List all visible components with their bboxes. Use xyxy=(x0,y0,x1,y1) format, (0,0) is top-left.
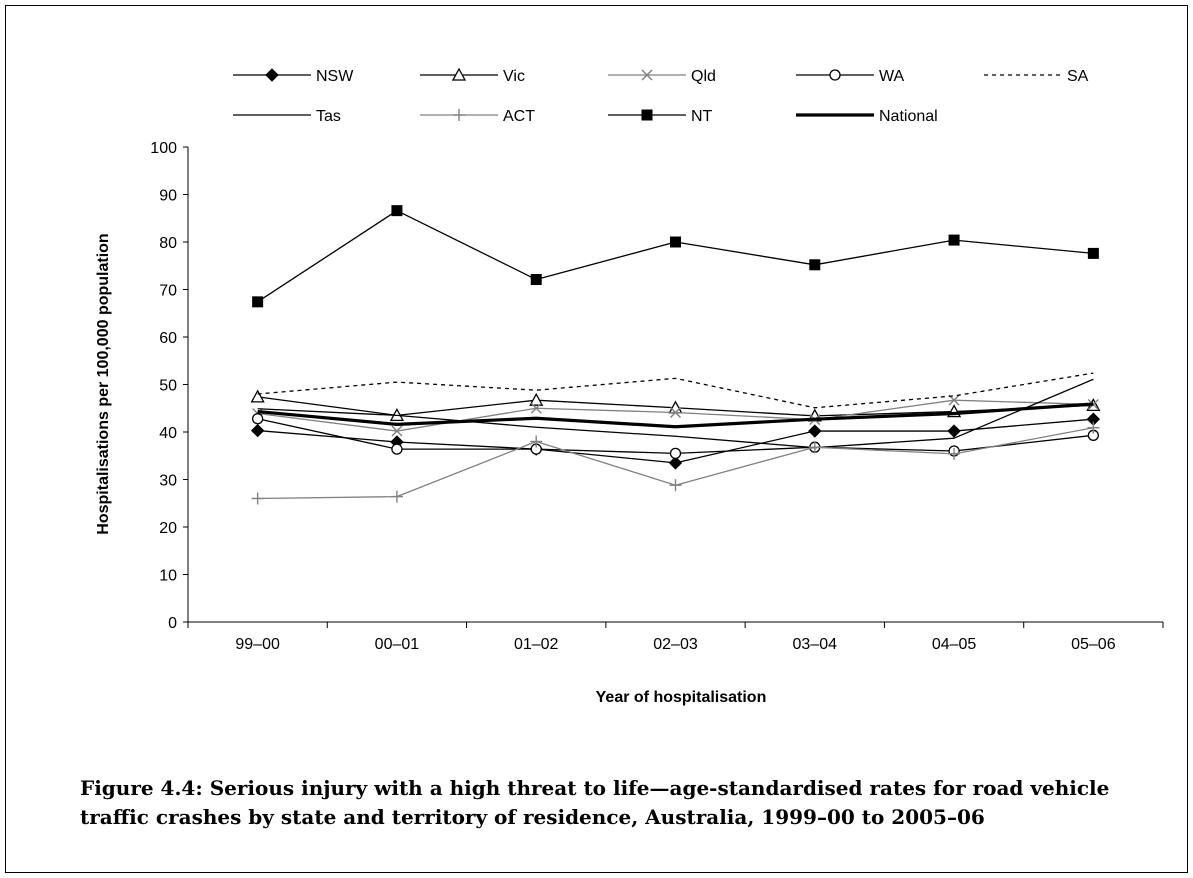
y-tick-label: 100 xyxy=(150,140,177,157)
legend-label: WA xyxy=(879,68,905,85)
legend-label: NSW xyxy=(316,68,354,85)
y-tick-label: 80 xyxy=(159,235,177,252)
legend-label: NT xyxy=(691,108,713,125)
legend-label: Tas xyxy=(316,108,341,125)
series-line-sa xyxy=(257,372,1094,409)
legend-marker xyxy=(451,67,467,81)
x-tick-label: 00–01 xyxy=(375,636,420,653)
data-point-act xyxy=(669,479,682,492)
x-tick-label: 03–04 xyxy=(793,636,838,653)
data-point-wa xyxy=(251,413,264,425)
data-point-act xyxy=(808,441,821,454)
x-tick-label: 04–05 xyxy=(932,636,977,653)
data-point-nt xyxy=(391,205,403,217)
figure-caption: Figure 4.4: Serious injury with a high t… xyxy=(80,776,1110,829)
series-line-national xyxy=(257,402,1094,429)
data-point-nt xyxy=(948,234,960,246)
data-point-qld xyxy=(670,407,681,419)
legend-item-sa: SA xyxy=(984,68,1089,85)
y-tick-label: 50 xyxy=(159,378,177,395)
data-point-qld xyxy=(530,402,542,414)
data-point-vic xyxy=(250,389,265,403)
x-axis-title: Year of hospitalisation xyxy=(596,689,767,706)
data-point-qld xyxy=(948,394,960,406)
x-tick-label: 99–00 xyxy=(235,636,280,653)
y-tick-label: 0 xyxy=(168,615,177,632)
legend-item-national: National xyxy=(796,108,938,125)
y-tick-label: 20 xyxy=(159,520,177,537)
legend-marker xyxy=(641,109,653,121)
data-point-act xyxy=(251,492,264,505)
legend-marker xyxy=(641,69,653,81)
legend-label: ACT xyxy=(503,108,535,125)
legend-marker xyxy=(265,68,279,82)
legend-item-qld: Qld xyxy=(608,68,716,85)
data-point-act xyxy=(948,447,961,460)
legend-label: National xyxy=(879,108,938,125)
data-point-act xyxy=(390,490,403,503)
legend-item-wa: WA xyxy=(796,68,905,85)
series-sa xyxy=(257,372,1094,409)
data-point-vic xyxy=(529,392,544,406)
x-tick-label: 01–02 xyxy=(514,636,559,653)
series-tas xyxy=(257,378,1094,449)
legend-item-nsw: NSW xyxy=(233,68,354,85)
legend-label: Qld xyxy=(691,68,716,85)
series-line-nt xyxy=(257,209,1094,303)
x-tick-label: 05–06 xyxy=(1071,636,1116,653)
legend-item-nt: NT xyxy=(608,108,713,125)
data-point-nsw xyxy=(947,424,961,438)
data-point-nsw xyxy=(668,456,683,470)
legend-item-act: ACT xyxy=(420,108,535,125)
data-point-nt xyxy=(1087,247,1099,259)
data-point-act xyxy=(1087,421,1100,434)
y-tick-label: 60 xyxy=(159,330,177,347)
data-point-act xyxy=(530,435,543,448)
legend-item-tas: Tas xyxy=(233,108,341,125)
series-national xyxy=(257,402,1094,429)
series-line-tas xyxy=(257,378,1094,449)
y-tick-label: 30 xyxy=(159,473,177,490)
data-point-nsw xyxy=(808,424,822,438)
data-point-nt xyxy=(530,274,542,286)
data-point-wa xyxy=(669,447,682,460)
legend-item-vic: Vic xyxy=(420,67,525,85)
y-axis-title: Hospitalisations per 100,000 population xyxy=(95,233,112,534)
series-lines xyxy=(250,205,1101,505)
legend-label: Vic xyxy=(503,68,525,85)
data-point-nt xyxy=(252,296,264,308)
y-tick-label: 90 xyxy=(159,188,177,205)
legend-label: SA xyxy=(1067,68,1089,85)
series-nt xyxy=(252,205,1099,308)
series-vic xyxy=(250,389,1101,422)
y-tick-label: 10 xyxy=(159,568,177,585)
data-point-nsw xyxy=(250,423,265,438)
series-act xyxy=(251,421,1100,505)
data-point-qld xyxy=(391,425,403,437)
data-point-nt xyxy=(809,259,821,271)
y-tick-label: 70 xyxy=(159,283,177,300)
axes: 0 10 20 30 40 50 60 70 80 90 100 99–00 00–01 01–02 02–… xyxy=(150,140,1164,653)
y-tick-label: 40 xyxy=(159,425,177,442)
figure-frame xyxy=(5,5,1188,873)
legend-marker xyxy=(453,109,465,121)
x-tick-label: 02–03 xyxy=(653,636,698,653)
legend-marker xyxy=(829,69,841,81)
legend: NSW Vic Qld WA SA Tas ACT NT National xyxy=(233,67,1089,125)
data-point-wa xyxy=(391,443,403,455)
data-point-nt xyxy=(670,236,681,248)
